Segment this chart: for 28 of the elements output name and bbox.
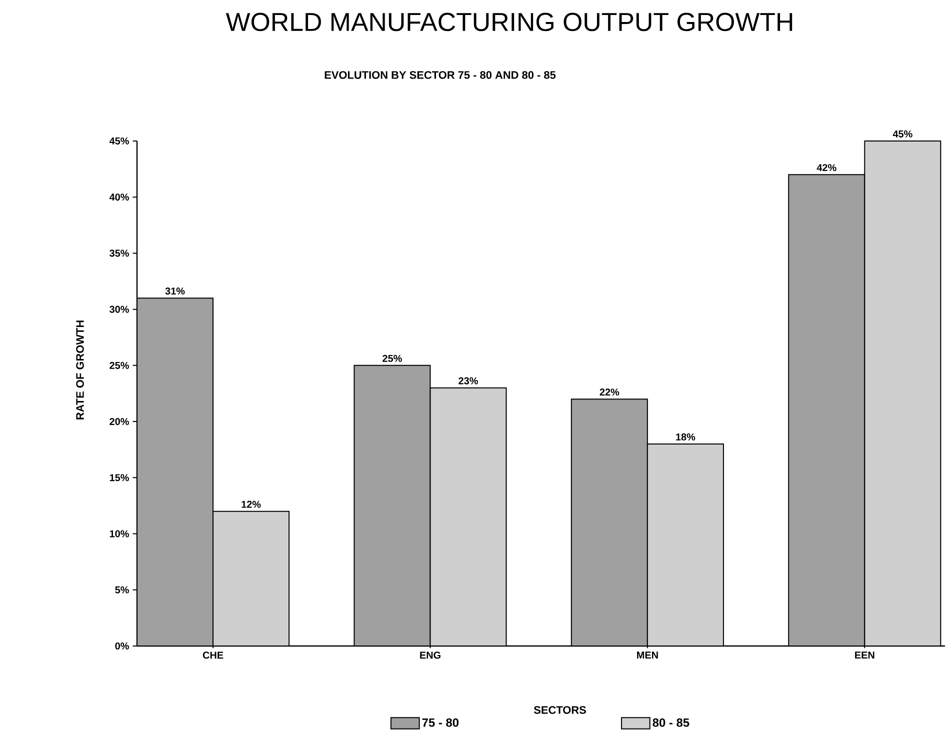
data-label: 31% bbox=[165, 288, 185, 295]
x-tick-label: CHE bbox=[202, 652, 224, 659]
y-tick-label: 5% bbox=[115, 586, 129, 594]
y-axis-title: RATE OF GROWTH bbox=[76, 320, 84, 420]
y-tick-label: 20% bbox=[110, 418, 129, 426]
chart-title: WORLD MANUFACTURING OUTPUT GROWTH bbox=[226, 12, 792, 32]
y-tick-label: 30% bbox=[110, 306, 129, 313]
data-label: 18% bbox=[676, 433, 696, 440]
data-label: 45% bbox=[892, 130, 912, 138]
y-tick-label: 45% bbox=[109, 137, 129, 144]
data-label: 22% bbox=[600, 388, 620, 396]
chart-subtitle: EVOLUTION BY SECTOR 75 - 80 AND 80 - 85 bbox=[324, 71, 556, 79]
y-tick-label: 40% bbox=[109, 194, 129, 201]
x-tick-label: ENG bbox=[420, 652, 440, 659]
x-tick-label: EEN bbox=[855, 652, 874, 658]
data-label: 25% bbox=[382, 354, 402, 362]
y-tick-label: 15% bbox=[110, 474, 129, 482]
data-label: 12% bbox=[242, 500, 261, 508]
data-label: 42% bbox=[816, 164, 836, 172]
y-tick-label: 0% bbox=[115, 642, 129, 650]
legend-label: 75 - 80 bbox=[422, 718, 459, 727]
legend-label: 80 - 85 bbox=[652, 718, 690, 727]
x-tick-label: MEN bbox=[637, 652, 658, 658]
y-tick-label: 10% bbox=[110, 530, 129, 538]
y-tick-label: 25% bbox=[110, 362, 129, 369]
y-tick-label: 35% bbox=[110, 250, 129, 257]
x-axis-title: SECTORS bbox=[534, 706, 586, 714]
data-label: 23% bbox=[458, 377, 478, 384]
